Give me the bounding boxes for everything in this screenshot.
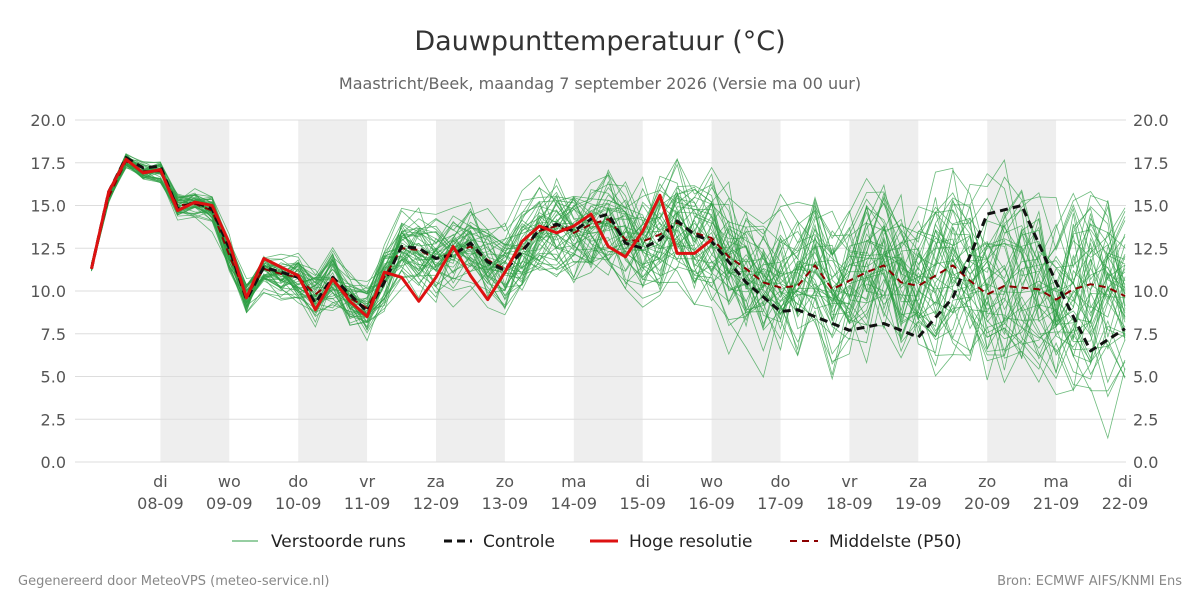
x-tick-date: 09-09 xyxy=(206,494,253,513)
footer-source: Bron: ECMWF AIFS/KNMI Ens xyxy=(997,574,1182,589)
y-axis-right: 0.0 2.5 5.0 7.5 10.0 12.5 15.0 17.5 20.0 xyxy=(1133,111,1169,472)
x-tick-day: do xyxy=(771,472,791,491)
x-tick-day: ma xyxy=(561,472,586,491)
x-tick-day: wo xyxy=(218,472,241,491)
y-tick-label: 17.5 xyxy=(30,154,66,173)
ensemble-member-line xyxy=(91,165,1126,322)
x-tick-day: za xyxy=(427,472,445,491)
x-tick-day: za xyxy=(909,472,927,491)
x-tick-day: vr xyxy=(359,472,375,491)
footer-generated-by: Gegenereerd door MeteoVPS (meteo-service… xyxy=(18,574,329,589)
y-tick-label: 5.0 xyxy=(41,368,66,387)
x-tick-date: 15-09 xyxy=(619,494,666,513)
x-tick-date: 18-09 xyxy=(826,494,873,513)
x-tick-day: zo xyxy=(496,472,514,491)
x-tick-date: 17-09 xyxy=(757,494,804,513)
x-tick-date: 22-09 xyxy=(1102,494,1149,513)
x-tick-date: 12-09 xyxy=(413,494,460,513)
ensemble-member-line xyxy=(91,158,1126,392)
y-tick-label: 5.0 xyxy=(1133,368,1158,387)
ensemble-member-line xyxy=(91,161,1126,345)
x-tick-date: 10-09 xyxy=(275,494,322,513)
y-tick-label: 2.5 xyxy=(41,410,66,429)
x-tick-day: do xyxy=(288,472,308,491)
y-tick-label: 0.0 xyxy=(41,453,66,472)
ensemble-member-line xyxy=(91,159,1126,344)
main-series xyxy=(90,156,1126,353)
ensemble-member-line xyxy=(91,163,1126,351)
x-tick-date: 08-09 xyxy=(137,494,184,513)
ensemble-member-line xyxy=(91,159,1126,318)
y-tick-label: 7.5 xyxy=(41,325,66,344)
x-tick-date: 14-09 xyxy=(551,494,598,513)
y-tick-label: 20.0 xyxy=(30,111,66,130)
x-tick-day: vr xyxy=(841,472,857,491)
legend-label-p50: Middelste (P50) xyxy=(829,532,962,552)
y-tick-label: 15.0 xyxy=(30,197,66,216)
legend-label-ensemble: Verstoorde runs xyxy=(271,532,406,552)
x-tick-date: 19-09 xyxy=(895,494,942,513)
ensemble-member-line xyxy=(91,163,1126,362)
x-tick-date: 11-09 xyxy=(344,494,391,513)
ensemble-member-line xyxy=(91,156,1126,337)
y-axis-left: 0.0 2.5 5.0 7.5 10.0 12.5 15.0 17.5 20.0 xyxy=(30,111,66,472)
x-tick-date: 20-09 xyxy=(964,494,1011,513)
chart-title: Dauwpunttemperatuur (°C) xyxy=(414,26,785,57)
x-tick-day: zo xyxy=(978,472,996,491)
y-tick-label: 0.0 xyxy=(1133,453,1158,472)
y-tick-label: 10.0 xyxy=(1133,282,1169,301)
y-tick-label: 12.5 xyxy=(30,239,66,258)
series-line-hoge-resolutie xyxy=(90,157,713,319)
ensemble-member-line xyxy=(91,156,1126,353)
y-tick-label: 12.5 xyxy=(1133,239,1169,258)
x-tick-day: di xyxy=(1118,472,1133,491)
y-tick-label: 15.0 xyxy=(1133,197,1169,216)
y-tick-label: 2.5 xyxy=(1133,410,1158,429)
legend-label-controle: Controle xyxy=(483,532,555,552)
y-tick-label: 10.0 xyxy=(30,282,66,301)
x-tick-day: wo xyxy=(700,472,723,491)
y-tick-label: 20.0 xyxy=(1133,111,1169,130)
ensemble-member-line xyxy=(91,164,1126,381)
y-tick-label: 17.5 xyxy=(1133,154,1169,173)
x-axis: di 08-09 wo 09-09 do 10-09 vr 11-09 za 12-09 zo 13-… xyxy=(137,472,1148,513)
legend: Verstoorde runs Controle Hoge resolutie … xyxy=(232,532,962,552)
x-tick-day: ma xyxy=(1043,472,1068,491)
x-tick-date: 13-09 xyxy=(482,494,529,513)
legend-label-hoge-resolutie: Hoge resolutie xyxy=(629,532,753,552)
x-tick-day: di xyxy=(153,472,168,491)
chart-subtitle: Maastricht/Beek, maandag 7 september 202… xyxy=(339,74,861,93)
ensemble-member-line xyxy=(91,164,1126,359)
x-tick-date: 21-09 xyxy=(1033,494,1080,513)
x-tick-day: di xyxy=(635,472,650,491)
x-tick-date: 16-09 xyxy=(688,494,735,513)
y-tick-label: 7.5 xyxy=(1133,325,1158,344)
